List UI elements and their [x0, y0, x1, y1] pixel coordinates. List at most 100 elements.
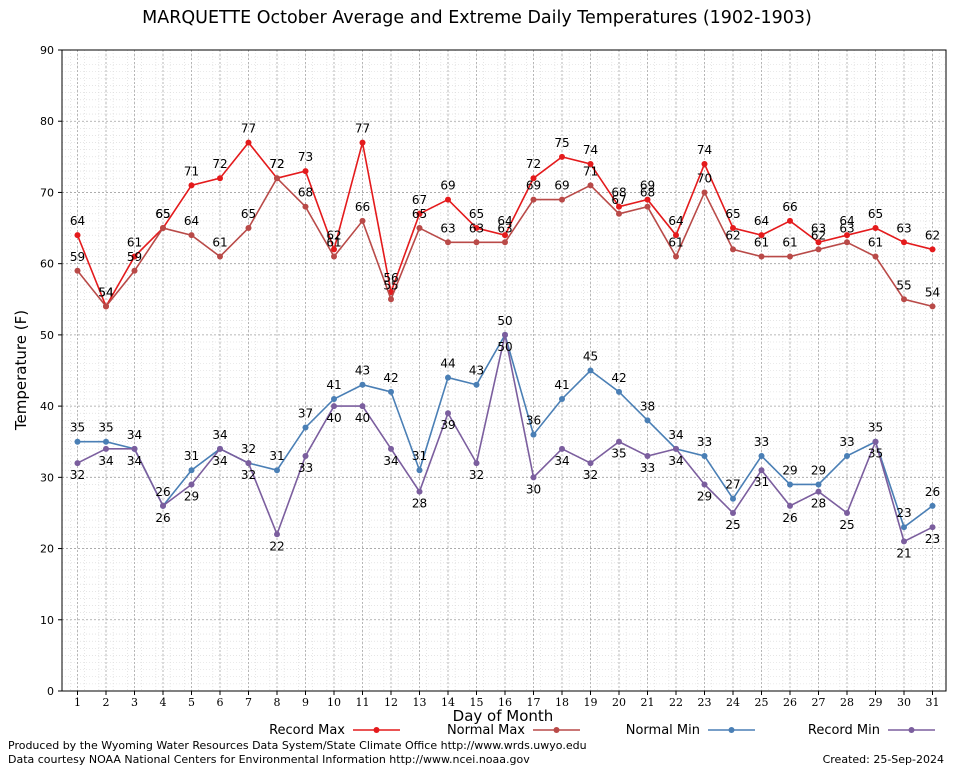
record-max-data-label: 64	[754, 214, 769, 228]
record-min-point	[416, 488, 423, 495]
normal-max-data-label: 65	[241, 207, 256, 221]
normal-max-point	[188, 232, 195, 239]
record-min-point	[445, 410, 451, 417]
normal-max-data-label: 59	[70, 250, 85, 264]
x-tick-label: 17	[527, 696, 541, 709]
record-max-data-label: 67	[412, 193, 427, 207]
record-min-data-label: 34	[554, 454, 569, 468]
x-tick-label: 28	[840, 696, 854, 709]
normal-min-data-label: 43	[469, 364, 484, 378]
normal-max-data-label: 69	[554, 179, 569, 193]
normal-max-point	[131, 267, 138, 274]
normal-min-point	[929, 502, 936, 509]
normal-min-data-label: 33	[697, 435, 712, 449]
normal-max-point	[815, 246, 822, 253]
record-min-point	[644, 452, 651, 459]
record-max-point	[844, 232, 850, 239]
normal-min-data-label: 35	[868, 421, 883, 435]
legend: Record Max Normal Max Normal Min Record Min	[269, 723, 935, 738]
normal-max-data-label: 66	[355, 200, 370, 214]
normal-min-data-label: 29	[811, 463, 826, 477]
normal-min-data-label: 33	[754, 435, 769, 449]
normal-max-data-label: 55	[383, 278, 398, 292]
record-min-data-label: 32	[241, 468, 256, 482]
normal-max-data-label: 63	[440, 221, 455, 235]
normal-min-point	[815, 481, 822, 488]
normal-min-data-label: 37	[298, 406, 313, 420]
record-min-point	[730, 509, 736, 516]
record-min-legend-marker	[908, 727, 915, 733]
x-tick-label: 7	[245, 696, 252, 709]
minor-grid	[62, 50, 946, 691]
normal-max-data-label: 61	[326, 236, 341, 250]
record-min-data-label: 40	[326, 411, 341, 425]
normal-min-data-label: 50	[497, 314, 512, 328]
record-max-data-label: 71	[184, 164, 199, 178]
record-max-data-label: 65	[469, 207, 484, 221]
normal-max-point	[844, 239, 850, 246]
normal-max-point	[644, 203, 651, 210]
normal-max-data-label: 61	[668, 236, 683, 250]
x-tick-label: 6	[217, 696, 224, 709]
x-tick-label: 1	[74, 696, 81, 709]
x-tick-label: 22	[669, 696, 683, 709]
record-max-point	[217, 175, 223, 182]
normal-max-data-label: 62	[811, 228, 826, 242]
y-axis-label: Temperature (F)	[12, 310, 30, 431]
record-max-data-label: 77	[241, 122, 256, 136]
x-tick-label: 2	[103, 696, 110, 709]
record-max-data-label: 65	[868, 207, 883, 221]
record-max-data-label: 74	[697, 143, 712, 157]
normal-min-data-label: 27	[725, 478, 740, 492]
record-max-data-label: 75	[554, 136, 569, 150]
normal-min-data-label: 33	[839, 435, 854, 449]
record-min-point	[217, 445, 223, 452]
x-tick-label: 20	[612, 696, 626, 709]
normal-min-data-label: 42	[383, 371, 398, 385]
record-max-point	[616, 203, 622, 210]
record-min-data-label: 33	[298, 461, 313, 475]
normal-max-data-label: 64	[184, 214, 199, 228]
record-min-data-label: 40	[355, 411, 370, 425]
record-max-point	[929, 246, 936, 253]
record-min-point	[844, 509, 850, 516]
record-min-point	[872, 438, 879, 445]
x-tick-label: 14	[441, 696, 455, 709]
normal-min-point	[445, 374, 451, 381]
normal-min-point	[787, 481, 793, 488]
normal-max-data-label: 65	[412, 207, 427, 221]
record-min-data-label: 32	[70, 468, 85, 482]
record-min-point	[388, 445, 394, 452]
record-max-data-label: 73	[298, 150, 313, 164]
x-axis-ticks: 1 2 3 4 5 6 7 8 9 10 11 12 13 14 15 16 17 18 19 20 21 22 23 24 2…	[74, 691, 940, 709]
y-tick-label: 70	[40, 186, 54, 199]
normal-min-data-label: 42	[611, 371, 626, 385]
record-min-data-label: 25	[725, 518, 740, 532]
footer-credit-2: Data courtesy NOAA National Centers for …	[8, 753, 530, 766]
record-max-point	[359, 139, 366, 146]
record-max-point	[644, 196, 651, 203]
record-max-data-label: 63	[896, 221, 911, 235]
x-tick-label: 25	[755, 696, 769, 709]
normal-min-data-label: 32	[241, 442, 256, 456]
normal-min-data-label: 31	[269, 449, 284, 463]
normal-min-data-label: 34	[668, 428, 683, 442]
record-min-data-label: 39	[440, 418, 455, 432]
plot-frame	[61, 49, 947, 692]
x-tick-label: 5	[188, 696, 195, 709]
normal-max-point	[502, 239, 508, 246]
record-max-data-label: 72	[269, 157, 284, 171]
normal-min-point	[901, 524, 907, 531]
record-min-data-label: 34	[98, 454, 113, 468]
record-min-point	[359, 403, 366, 410]
y-tick-label: 0	[47, 685, 54, 698]
normal-max-point	[245, 225, 252, 232]
record-min-legend-label: Record Min	[808, 723, 880, 738]
normal-min-point	[559, 395, 565, 402]
normal-min-point	[331, 395, 337, 402]
record-min-data-label: 28	[811, 497, 826, 511]
record-min-point	[701, 481, 708, 488]
record-min-point	[245, 460, 252, 467]
record-max-data-label: 72	[212, 157, 227, 171]
record-min-data-label: 34	[383, 454, 398, 468]
